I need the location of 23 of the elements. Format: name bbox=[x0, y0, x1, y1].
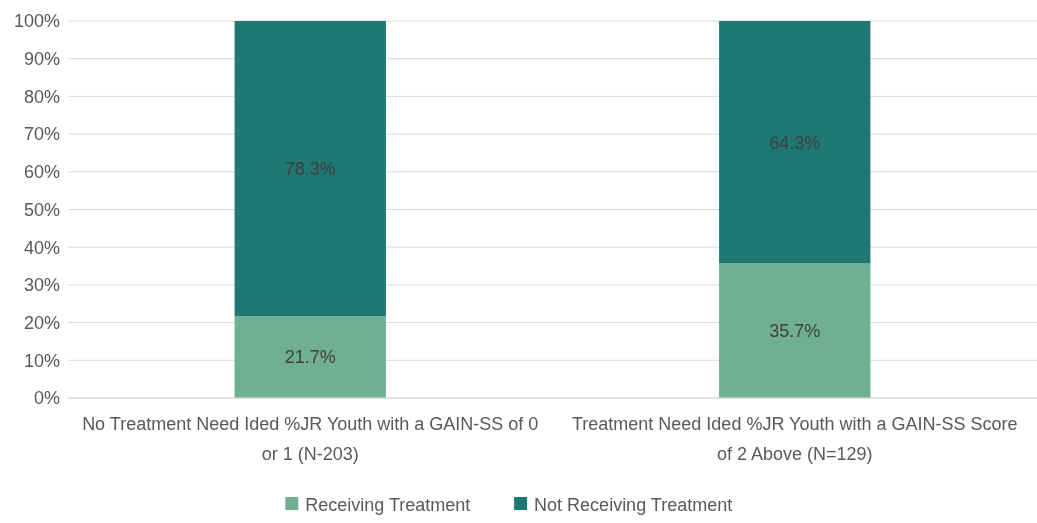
y-tick-label: 20% bbox=[23, 312, 60, 333]
y-tick-label: 10% bbox=[23, 350, 60, 371]
text: 21.7% bbox=[284, 347, 336, 368]
text: 78.3% bbox=[284, 158, 336, 179]
legend-label: Receiving Treatment bbox=[305, 495, 471, 515]
y-tick-label: 30% bbox=[23, 275, 60, 296]
bar bbox=[719, 21, 871, 264]
text: 35.7% bbox=[769, 321, 821, 342]
legend-label: Not Receiving Treatment bbox=[534, 495, 733, 515]
y-tick-label: 0% bbox=[33, 388, 60, 409]
bar bbox=[719, 263, 871, 398]
bar bbox=[234, 21, 386, 317]
bar bbox=[234, 316, 386, 398]
x-tick-label: Treatment Need Ided %JR Youth with a GAIN-SS Score of 2 Above (N=129) bbox=[571, 414, 1018, 464]
y-tick-label: 80% bbox=[23, 86, 60, 107]
y-tick-label: 90% bbox=[23, 49, 60, 69]
y-tick-label: 70% bbox=[23, 124, 60, 145]
x-tick-label: No Treatment Need Ided %JR Youth with a GAIN-SS of 0 or 1 (N-203) bbox=[82, 414, 539, 464]
y-tick-label: 100% bbox=[13, 11, 60, 32]
y-tick-label: 60% bbox=[23, 162, 60, 183]
y-tick-label: 50% bbox=[23, 199, 60, 220]
y-tick-label: 40% bbox=[23, 237, 60, 258]
text: 64.3% bbox=[769, 132, 821, 153]
